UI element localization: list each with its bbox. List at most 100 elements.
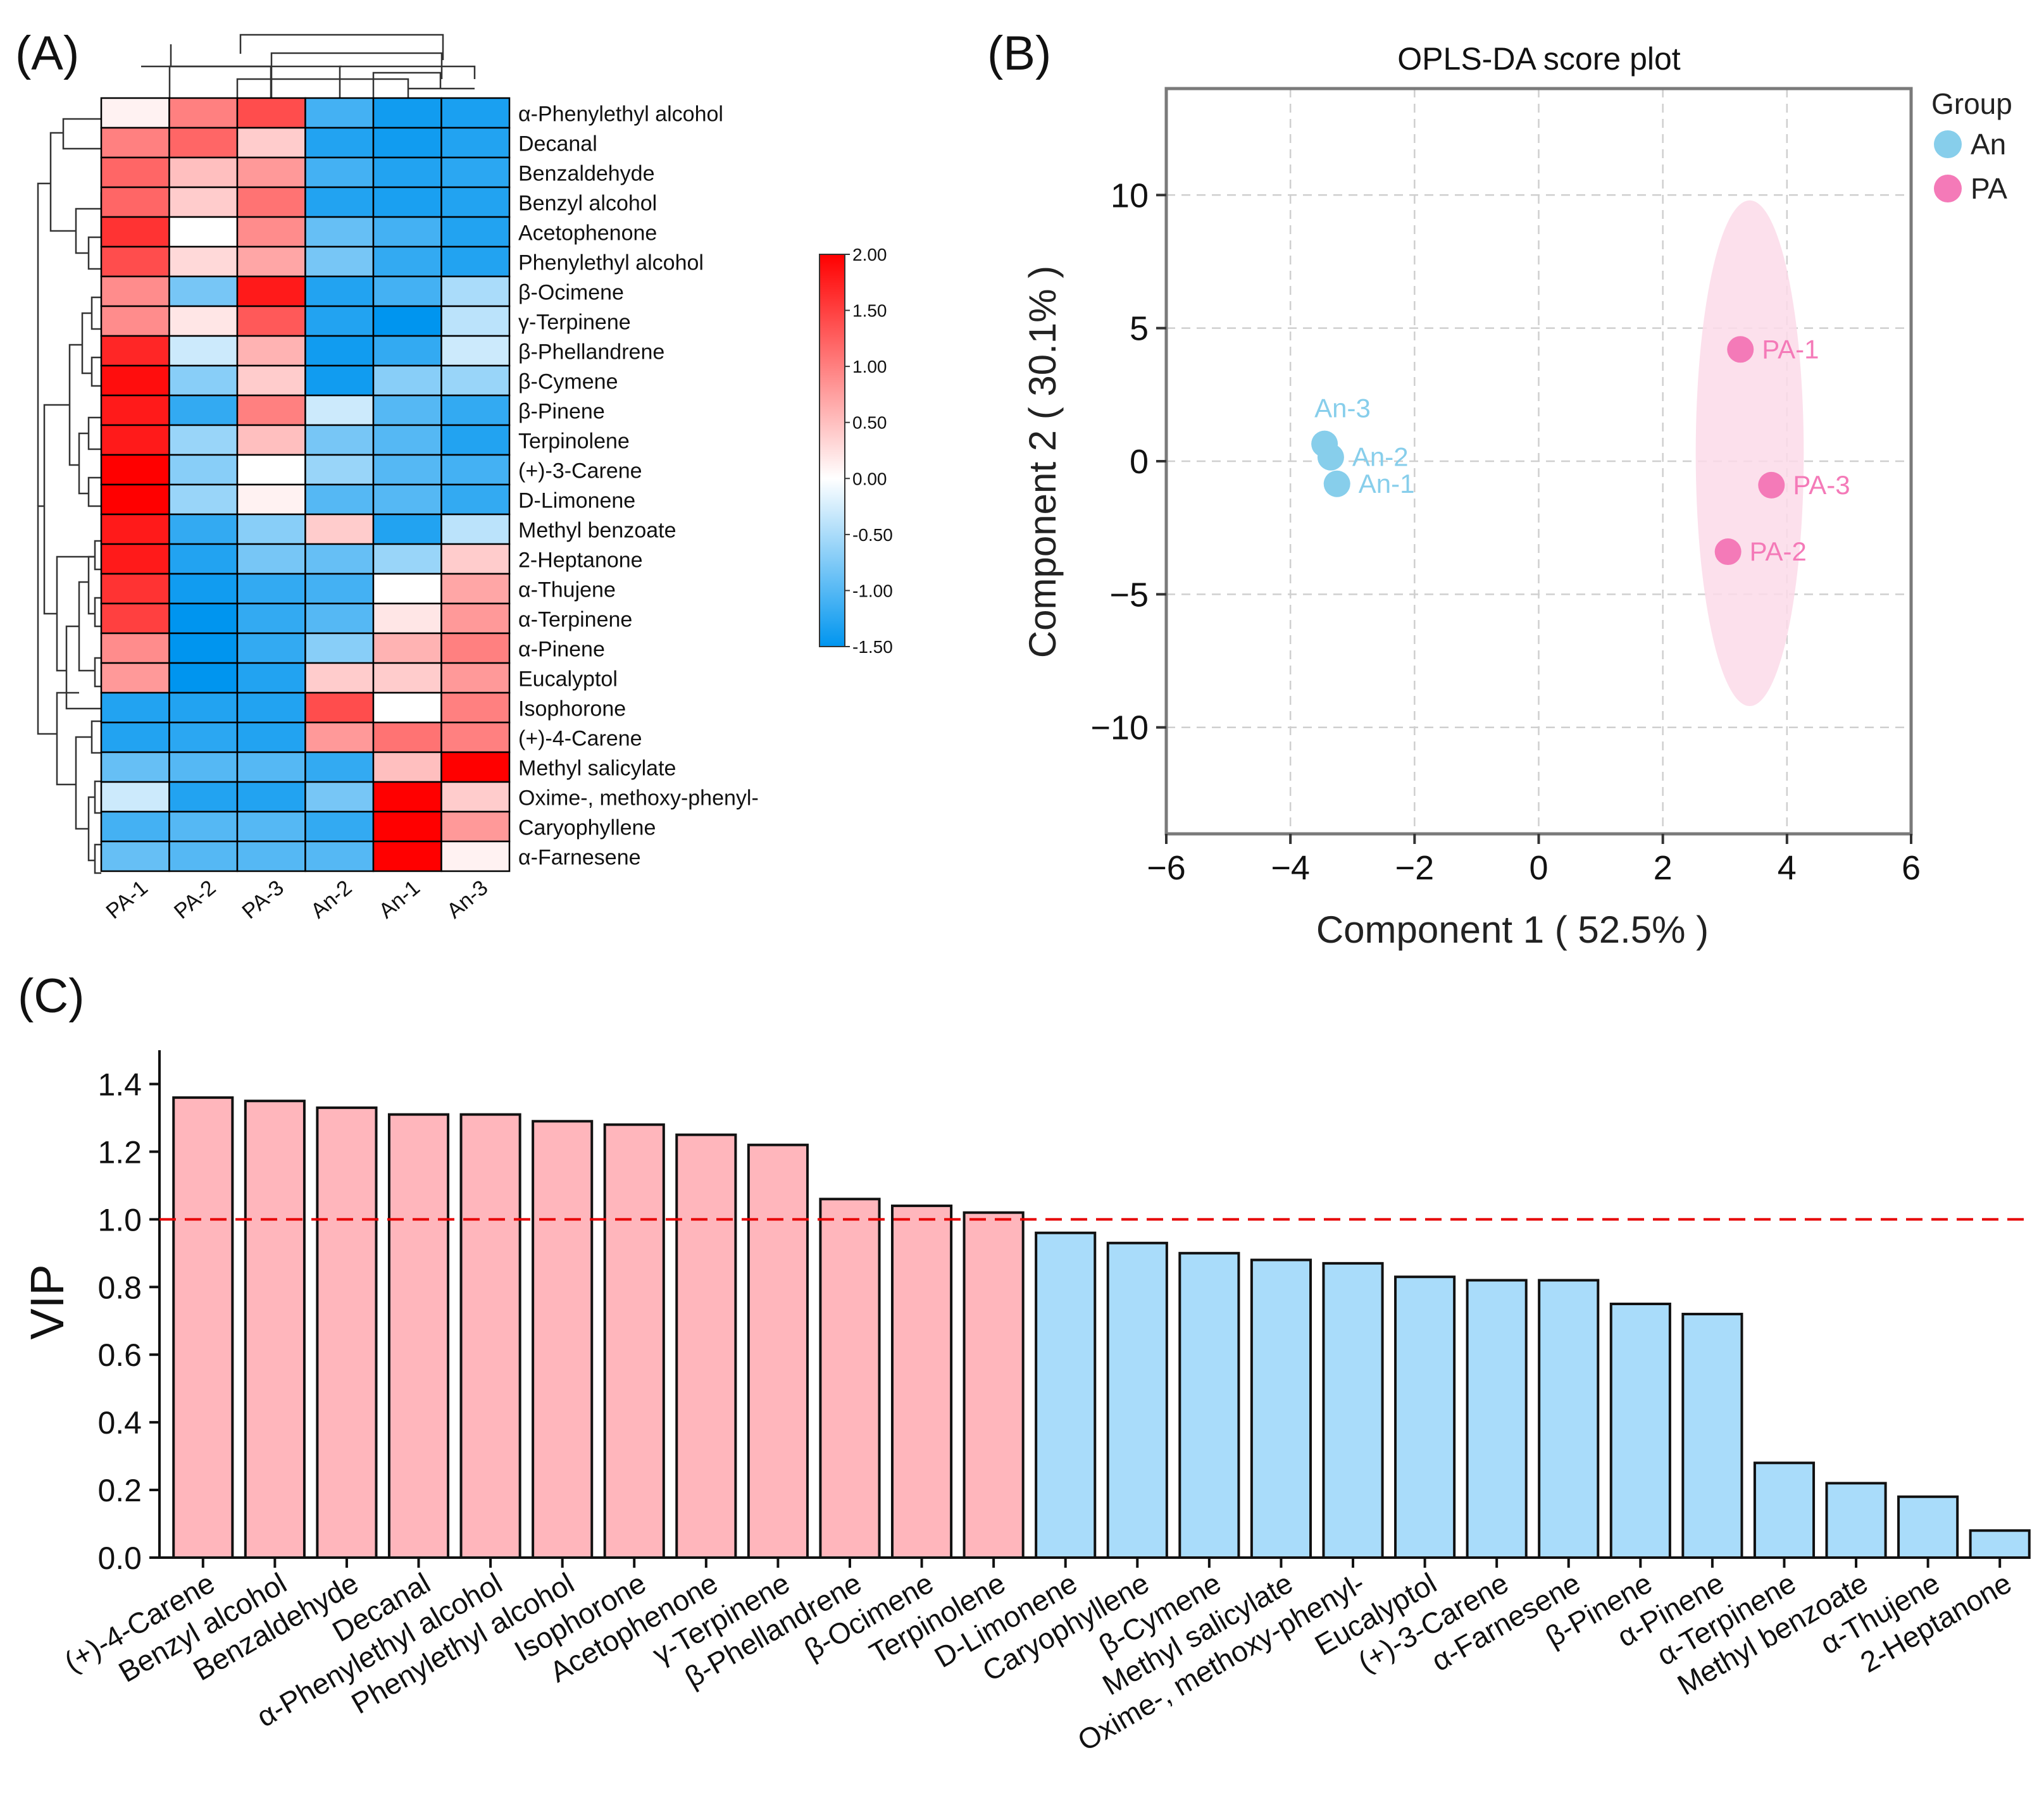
heatmap-cell	[100, 156, 170, 189]
heatmap-cell	[168, 573, 239, 605]
vip-bar	[1897, 1495, 1959, 1560]
vip-bar	[1609, 1303, 1671, 1559]
heatmap-cell	[372, 335, 442, 367]
heatmap-cell	[440, 781, 511, 813]
heatmap-cell	[304, 721, 375, 753]
heatmap-cell	[304, 127, 375, 159]
vip-bar	[890, 1204, 953, 1559]
heatmap-row-label: Benzaldehyde	[518, 162, 655, 186]
heatmap-cell	[236, 305, 306, 337]
legend-title: Group	[1931, 87, 2012, 120]
scatter-title: OPLS-DA score plot	[1397, 41, 1681, 77]
legend-label-an: An	[1971, 128, 2006, 161]
heatmap-cell	[440, 632, 511, 664]
score-point	[1714, 538, 1742, 566]
heatmap-row-label: Caryophyllene	[518, 816, 656, 840]
heatmap-row-label: α-Terpinene	[518, 608, 632, 632]
colorbar-tick-label: -0.50	[852, 525, 893, 545]
heatmap-row-label: β-Ocimene	[518, 281, 624, 305]
heatmap-row-label: Terpinolene	[518, 430, 630, 454]
colorbar-tick-label: -1.50	[852, 637, 893, 657]
heatmap-cell	[304, 513, 375, 545]
vip-y-axis-label: VIP	[21, 1264, 73, 1339]
y-tick-label: −5	[1109, 576, 1149, 614]
heatmap-cell	[100, 751, 170, 783]
heatmap-cell	[372, 691, 442, 724]
heatmap-cell	[304, 691, 375, 724]
heatmap-cell	[100, 721, 170, 753]
vip-bar	[819, 1198, 881, 1559]
heatmap-cell	[168, 127, 239, 159]
heatmap-cell	[440, 216, 511, 248]
heatmap-cell	[304, 454, 375, 486]
heatmap-cell	[236, 662, 306, 694]
heatmap-cell	[372, 721, 442, 753]
heatmap-cell	[440, 602, 511, 635]
heatmap-cell	[372, 245, 442, 278]
heatmap-cell	[100, 810, 170, 843]
heatmap-cell	[236, 275, 306, 307]
colorbar	[819, 254, 845, 647]
x-tick-label: −4	[1271, 849, 1310, 887]
vip-bar	[1969, 1529, 2031, 1559]
heatmap-cell	[304, 810, 375, 843]
heatmap-cell	[236, 543, 306, 575]
heatmap-cell	[168, 602, 239, 635]
heatmap-cell	[168, 662, 239, 694]
heatmap-cell	[100, 394, 170, 426]
heatmap-cell	[372, 662, 442, 694]
heatmap-cell	[304, 543, 375, 575]
heatmap-row-label: Isophorone	[518, 697, 626, 721]
heatmap-cell	[236, 751, 306, 783]
heatmap-cell	[236, 513, 306, 545]
heatmap-cell	[100, 573, 170, 605]
heatmap-cell	[440, 721, 511, 753]
heatmap-cell	[372, 632, 442, 664]
heatmap-cell	[168, 691, 239, 724]
x-tick-label: −6	[1147, 849, 1186, 887]
vip-bar	[172, 1096, 234, 1560]
heatmap-cell	[236, 364, 306, 397]
heatmap-cell	[372, 127, 442, 159]
heatmap-cell	[168, 513, 239, 545]
heatmap-cell	[168, 186, 239, 218]
y-axis-label: Component 2 ( 30.1% )	[1021, 266, 1064, 658]
heatmap-cell	[100, 483, 170, 516]
heatmap-cell	[168, 632, 239, 664]
vip-bar	[1538, 1279, 1600, 1560]
heatmap-cell	[304, 186, 375, 218]
heatmap-cell	[236, 127, 306, 159]
y-tick-label: 0.6	[97, 1337, 142, 1373]
heatmap-row-label: Methyl salicylate	[518, 757, 676, 781]
heatmap-cell	[236, 721, 306, 753]
heatmap-cell	[100, 186, 170, 218]
heatmap-cell	[372, 781, 442, 813]
heatmap-cell	[372, 186, 442, 218]
heatmap-cell	[236, 691, 306, 724]
point-label: PA-2	[1750, 536, 1807, 566]
heatmap-cell	[236, 335, 306, 367]
heatmap-cell	[236, 781, 306, 813]
vip-bar	[603, 1123, 665, 1560]
opls-da-panel: OPLS-DA score plot −6 −4 −2 0 2 4 6 −10 −5 0 5 10 A…	[1021, 41, 2012, 951]
heatmap-cell	[100, 840, 170, 872]
heatmap-cell	[304, 335, 375, 367]
heatmap-cell	[372, 513, 442, 545]
heatmap-cell	[372, 216, 442, 248]
heatmap-cell	[304, 97, 375, 129]
heatmap-cell	[236, 810, 306, 843]
heatmap-row-label: (+)-4-Carene	[518, 727, 642, 751]
y-tick-label: 0.8	[97, 1270, 142, 1305]
heatmap-cell	[100, 632, 170, 664]
heatmap-cell	[440, 127, 511, 159]
heatmap-row-label: γ-Terpinene	[518, 311, 631, 335]
y-tick-label: −10	[1090, 709, 1149, 747]
heatmap-cell	[100, 424, 170, 456]
heatmap-cell	[304, 483, 375, 516]
y-tick-label: 10	[1111, 177, 1149, 214]
heatmap-cell	[100, 127, 170, 159]
heatmap-cell	[372, 156, 442, 189]
y-tick-label: 1.4	[97, 1067, 142, 1102]
heatmap-cell	[100, 454, 170, 486]
point-label: PA-1	[1762, 334, 1819, 364]
